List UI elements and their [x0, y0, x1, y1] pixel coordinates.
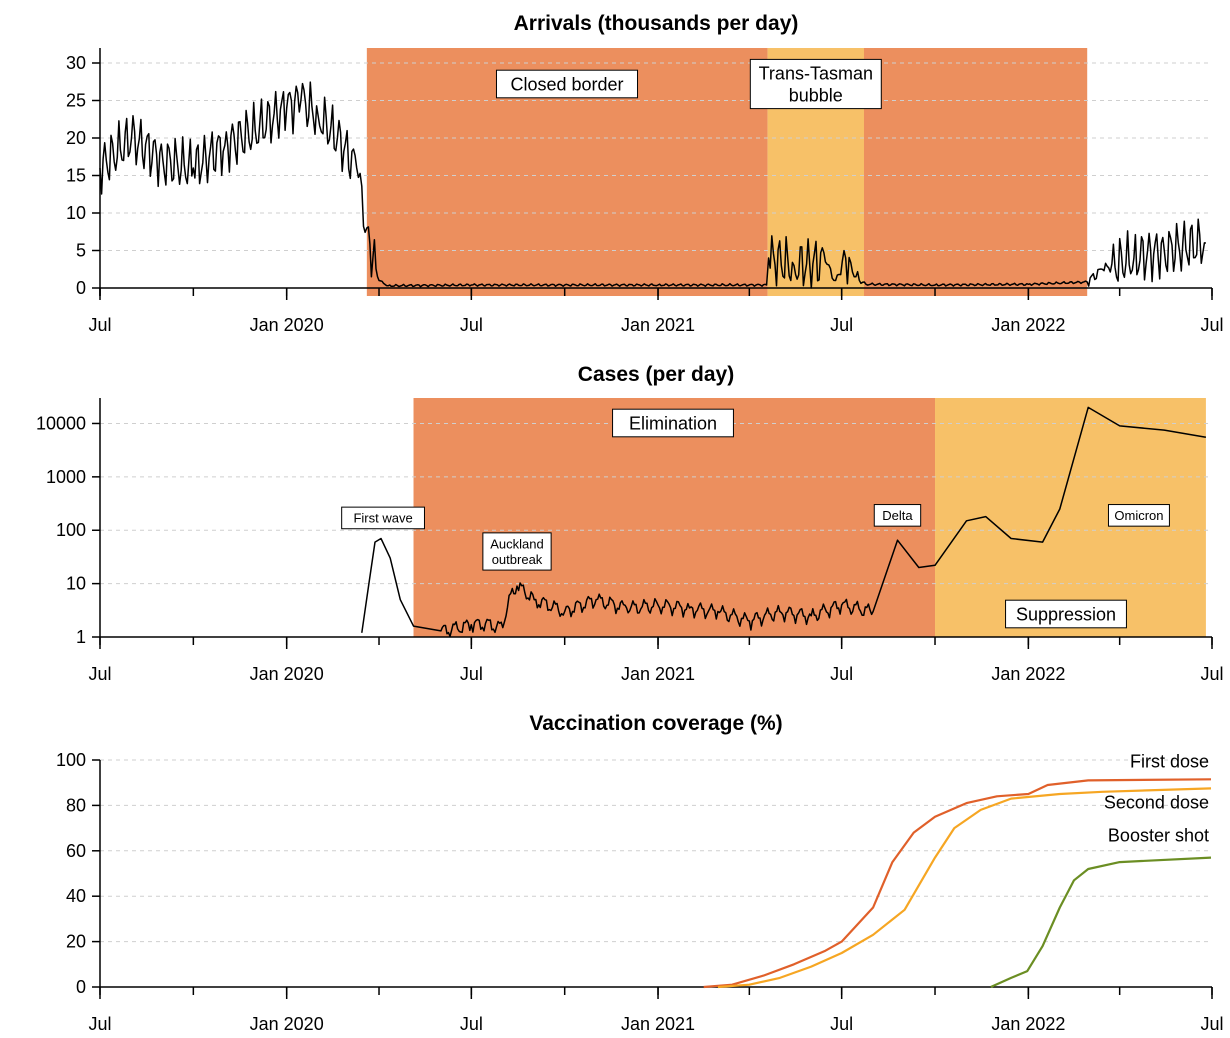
x-tick-label: Jan 2021 — [621, 315, 695, 335]
x-tick-label: Jul — [88, 664, 111, 684]
x-tick-label: Jul — [460, 1014, 483, 1034]
y-tick-label: 10 — [66, 203, 86, 223]
series-label: Second dose — [1104, 792, 1209, 812]
x-tick-label: Jul — [830, 315, 853, 335]
y-tick-label: 5 — [76, 241, 86, 261]
region-label-1-text: Suppression — [1016, 604, 1116, 624]
x-tick-label: Jul — [830, 664, 853, 684]
series-line-first-dose — [703, 778, 1212, 989]
region-0 — [413, 398, 936, 637]
annotation-0-text: First wave — [353, 511, 412, 526]
x-tick-label: Jan 2022 — [991, 1014, 1065, 1034]
y-tick-label: 30 — [66, 53, 86, 73]
arrivals-title: Arrivals (thousands per day) — [514, 12, 799, 35]
y-tick-label: 0 — [76, 278, 86, 298]
y-tick-label: 1 — [76, 627, 86, 647]
y-tick-label: 25 — [66, 91, 86, 111]
y-tick-label: 15 — [66, 166, 86, 186]
x-tick-label: Jan 2021 — [621, 1014, 695, 1034]
y-tick-label: 100 — [56, 750, 86, 770]
arrivals-panel: Arrivals (thousands per day) 0 5 10 15 20 25 3… — [66, 12, 1224, 335]
region-label-1-text: Trans-Tasman — [759, 64, 873, 84]
x-tick-label: Jan 2022 — [991, 664, 1065, 684]
annotation-1-box — [482, 532, 552, 571]
x-tick-label: Jul — [1200, 664, 1223, 684]
x-tick-label: Jul — [88, 1014, 111, 1034]
region-label-0-box — [612, 408, 734, 438]
x-tick-label: Jul — [88, 315, 111, 335]
region-label-0-text: Closed border — [510, 74, 623, 94]
cases-panel: Cases (per day) 1 10 100 1000 10000 Jul Jan 20… — [36, 363, 1224, 684]
annotation-2-box — [873, 504, 922, 527]
vaccination-title: Vaccination coverage (%) — [529, 712, 782, 735]
cases-title: Cases (per day) — [578, 363, 734, 386]
series-line-0 — [361, 406, 1207, 638]
x-tick-label: Jul — [1200, 1014, 1223, 1034]
x-tick-label: Jan 2020 — [250, 664, 324, 684]
annotation-3-box — [1107, 504, 1170, 527]
y-tick-label: 80 — [66, 795, 86, 815]
region-label-1-box — [749, 58, 882, 110]
y-tick-label: 20 — [66, 932, 86, 952]
y-tick-label: 20 — [66, 128, 86, 148]
x-tick-label: Jul — [460, 664, 483, 684]
series-label: Booster shot — [1108, 826, 1209, 846]
series-label: First dose — [1130, 751, 1209, 771]
annotation-0-box — [341, 506, 425, 530]
y-tick-label: 10 — [66, 574, 86, 594]
x-tick-label: Jan 2021 — [621, 664, 695, 684]
series-line-0 — [99, 81, 1206, 289]
y-tick-label: 0 — [76, 977, 86, 997]
annotation-2-text: Delta — [882, 508, 913, 523]
x-tick-label: Jul — [1200, 315, 1223, 335]
region-label-1-text: bubble — [789, 85, 843, 105]
annotation-1-text: outbreak — [492, 552, 543, 567]
y-tick-label: 60 — [66, 841, 86, 861]
region-label-0-text: Elimination — [629, 413, 717, 433]
series-line-booster-shot — [990, 856, 1212, 989]
y-tick-label: 10000 — [36, 413, 86, 433]
series-line-second-dose — [717, 787, 1212, 989]
region-label-0-box — [495, 69, 639, 99]
region-label-1-box — [1005, 599, 1127, 629]
x-tick-label: Jul — [830, 1014, 853, 1034]
x-tick-label: Jul — [460, 315, 483, 335]
y-tick-label: 1000 — [46, 467, 86, 487]
y-tick-label: 40 — [66, 886, 86, 906]
x-tick-label: Jan 2022 — [991, 315, 1065, 335]
x-tick-label: Jan 2020 — [250, 315, 324, 335]
annotation-3-text: Omicron — [1114, 508, 1163, 523]
vaccination-panel: Vaccination coverage (%) 0 20 40 60 80 100 Jul… — [56, 712, 1224, 1034]
annotation-1-text: Auckland — [490, 536, 543, 551]
region-2 — [863, 48, 1088, 296]
x-tick-label: Jan 2020 — [250, 1014, 324, 1034]
y-tick-label: 100 — [56, 520, 86, 540]
